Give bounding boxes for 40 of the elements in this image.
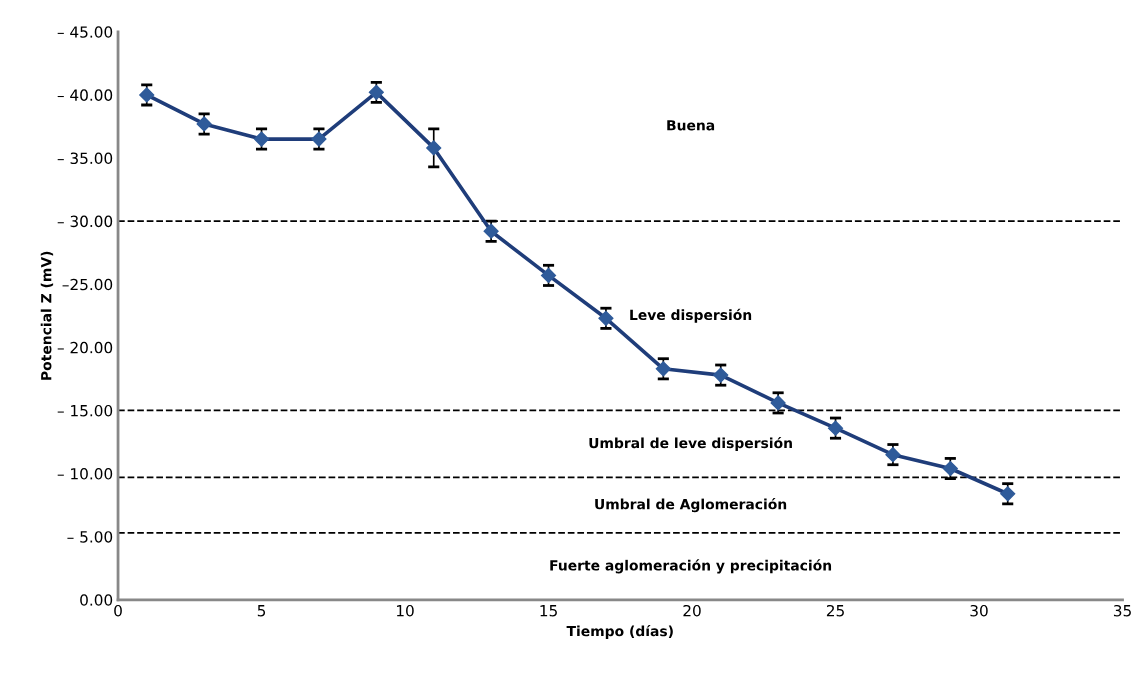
point	[1000, 486, 1016, 502]
x-tick-label: 5	[257, 605, 266, 617]
y-tick-label: – 40.00	[57, 89, 113, 101]
point	[368, 84, 384, 100]
x-tick-label: 25	[826, 604, 844, 617]
annotation: Fuerte aglomeración y precipitación	[550, 559, 832, 574]
x-tick-label: 10	[396, 604, 414, 617]
y-tick-label: – 35.00	[57, 152, 113, 165]
x-tick-label: 30	[970, 604, 988, 617]
point	[770, 395, 786, 411]
y-tick-label: – 5.00	[67, 531, 113, 543]
point	[196, 116, 212, 132]
y-tick-label: – 10.00	[57, 468, 113, 480]
point	[885, 447, 901, 463]
x-axis-title: Tiempo (días)	[566, 624, 673, 639]
y-axis-title: Potencial Z (mV)	[40, 251, 54, 380]
point	[655, 361, 671, 377]
y-tick-label: – 15.00	[57, 404, 113, 417]
annotation: Buena	[667, 120, 715, 131]
point	[253, 131, 270, 147]
x-tick-label: 0	[114, 604, 122, 617]
point	[139, 87, 155, 103]
y-tick-label: – 30.00	[57, 215, 113, 228]
x-tick-label: 20	[683, 604, 701, 617]
point	[311, 131, 327, 147]
point	[426, 140, 442, 156]
x-tick-label: 15	[540, 605, 557, 617]
point	[540, 267, 557, 283]
point	[483, 223, 499, 239]
annotation: Umbral de leve dispersión	[589, 436, 792, 451]
y-tick-label: 0.00	[80, 594, 113, 606]
annotation: Leve dispersión	[630, 308, 752, 323]
point	[827, 420, 844, 436]
annotation: Umbral de Aglomeración	[595, 498, 787, 513]
point	[713, 367, 729, 383]
point	[598, 310, 614, 326]
y-tick-label: –25.00	[62, 278, 113, 291]
y-tick-label: – 20.00	[57, 341, 113, 354]
x-tick-label: 35	[1113, 604, 1131, 617]
y-tick-label: – 45.00	[57, 26, 113, 38]
